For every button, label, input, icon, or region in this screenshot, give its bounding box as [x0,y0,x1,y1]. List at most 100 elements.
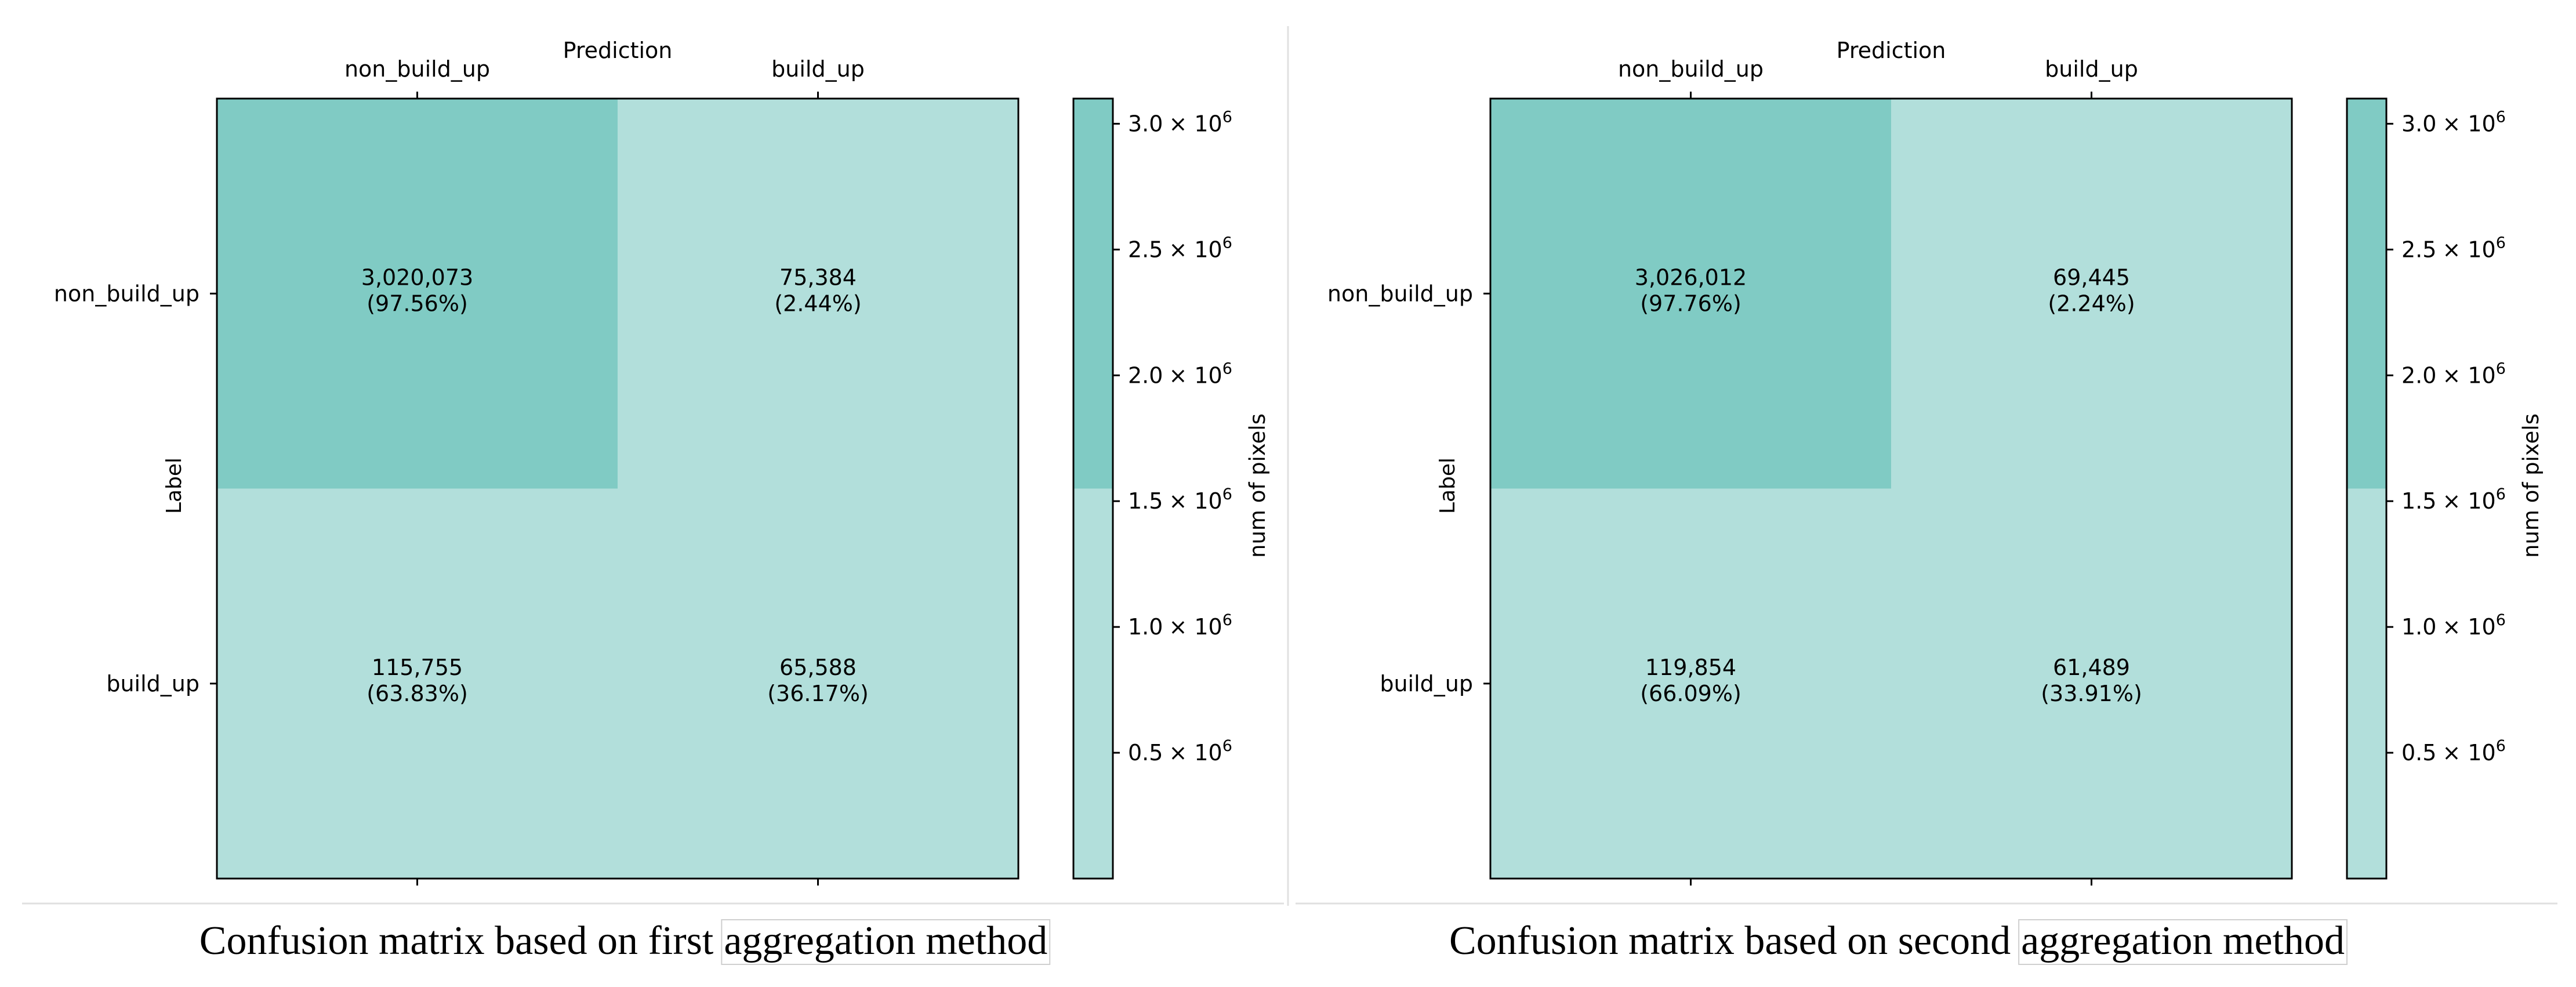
colorbar-tick-label: 2.0 × 106 [2401,360,2506,388]
colorbar-tick-exponent: 6 [2496,234,2506,252]
matrix-cell [618,488,1018,879]
colorbar-tick-exponent: 6 [1222,611,1232,629]
cell-count-label: 3,020,073 [361,264,473,290]
colorbar-tick-exponent: 6 [2496,108,2506,126]
matrix-cell [1490,99,1891,489]
colorbar-tick-mantissa: 2.5 [1128,237,1163,262]
matrix-cell [618,99,1018,489]
y-tick-label: build_up [106,671,199,696]
colorbar-tick-mantissa: 1.5 [2401,488,2436,514]
colorbar-tick-label: 0.5 × 106 [2401,737,2506,765]
figure-caption: Confusion matrix based on first aggregati… [199,919,1047,963]
colorbar-tick-base: × 10 [2442,740,2495,765]
cell-count-label: 69,445 [2053,264,2130,290]
y-axis-title: Label [1436,458,1460,514]
cell-count-label: 3,026,012 [1635,264,1747,290]
colorbar-tick-base: × 10 [1169,362,1222,388]
colorbar-tick-mantissa: 0.5 [1128,740,1163,765]
x-tick-label: non_build_up [1618,56,1764,82]
matrix-cell [217,488,618,879]
cell-percent-label: (36.17%) [767,681,869,706]
cell-percent-label: (97.56%) [367,291,468,316]
colorbar-frame [2346,97,2388,880]
colorbar-tick-mantissa: 2.5 [2401,237,2436,262]
colorbar-tick-exponent: 6 [2496,611,2506,629]
colorbar-tick-mantissa: 1.0 [1128,614,1163,640]
cell-percent-label: (63.83%) [367,681,468,706]
colorbar-label: num of pixels [1245,413,1270,558]
caption-text: Confusion matrix based on first [199,919,714,963]
cell-percent-label: (2.44%) [774,291,861,316]
cell-count-label: 65,588 [779,655,857,680]
cell-count-label: 75,384 [779,264,857,290]
cell-percent-label: (33.91%) [2041,681,2142,706]
colorbar-tick-base: × 10 [2442,488,2495,514]
colorbar-tick-base: × 10 [1169,111,1222,136]
caption-highlight-box [2018,919,2348,965]
y-tick-label: build_up [1380,671,1473,696]
colorbar-tick-label: 2.5 × 106 [1128,234,1232,262]
x-tick-label: non_build_up [344,56,490,82]
colorbar-tick-exponent: 6 [1222,108,1232,126]
cell-percent-label: (2.24%) [2048,291,2135,316]
figure-caption: Confusion matrix based on second aggregat… [1449,919,2345,963]
colorbar-tick-label: 1.0 × 106 [1128,611,1232,640]
cell-count-label: 119,854 [1645,655,1736,680]
colorbar-tick-base: × 10 [2442,111,2495,136]
colorbar-tick-base: × 10 [1169,740,1222,765]
colorbar-frame [1072,97,1114,880]
colorbar-tick-base: × 10 [1169,488,1222,514]
matrix-cell [1490,488,1891,879]
matrix-frame [216,97,1019,880]
colorbar-tick-label: 1.5 × 106 [1128,485,1232,514]
caption-text: Confusion matrix based on second [1449,919,2011,963]
cell-percent-label: (97.76%) [1640,291,1741,316]
caption-highlight-box [721,919,1051,965]
colorbar-tick-label: 1.5 × 106 [2401,485,2506,514]
matrix-cell [1891,99,2292,489]
caption-highlight: aggregation method [2021,919,2345,963]
colorbar-tick-label: 3.0 × 106 [1128,108,1232,136]
cell-count-label: 115,755 [372,655,463,680]
colorbar-segment-high [1073,99,1113,489]
matrix-cell [217,99,618,489]
matrix-cell [1891,488,2292,879]
colorbar-segment-high [2347,99,2386,489]
matrix-frame [1489,97,2293,880]
colorbar-tick-exponent: 6 [1222,360,1232,378]
cell-count-label: 61,489 [2053,655,2130,680]
colorbar-tick-exponent: 6 [2496,485,2506,503]
y-axis-title: Label [162,458,186,514]
colorbar-tick-label: 2.0 × 106 [1128,360,1232,388]
colorbar-tick-label: 3.0 × 106 [2401,108,2506,136]
colorbar-tick-exponent: 6 [2496,360,2506,378]
colorbar-tick-mantissa: 1.5 [1128,488,1163,514]
colorbar-tick-exponent: 6 [2496,737,2506,755]
x-tick-label: build_up [771,56,865,82]
caption-highlight: aggregation method [724,919,1047,963]
colorbar-tick-mantissa: 3.0 [1128,111,1163,136]
colorbar-tick-label: 1.0 × 106 [2401,611,2506,640]
confusion-matrix-panel-1: 3,020,073(97.56%) 75,384(2.44%) 115,755(63… [22,38,1284,965]
colorbar-tick-base: × 10 [2442,362,2495,388]
colorbar-tick-exponent: 6 [1222,234,1232,252]
colorbar-tick-mantissa: 2.0 [2401,362,2436,388]
x-axis-title: Prediction [1837,38,1946,63]
colorbar-tick-label: 0.5 × 106 [1128,737,1232,765]
colorbar-segment-low [1073,488,1113,879]
colorbar-tick-mantissa: 1.0 [2401,614,2436,640]
colorbar-tick-base: × 10 [1169,614,1222,640]
colorbar-tick-exponent: 6 [1222,737,1232,755]
colorbar-tick-exponent: 6 [1222,485,1232,503]
colorbar-tick-mantissa: 3.0 [2401,111,2436,136]
y-tick-label: non_build_up [1327,281,1473,306]
confusion-matrix-panel-2: 3,026,012(97.76%) 69,445(2.24%) 119,854(66… [1296,38,2557,965]
x-tick-label: build_up [2045,56,2138,82]
colorbar-label: num of pixels [2519,413,2544,558]
colorbar-tick-base: × 10 [1169,237,1222,262]
colorbar-tick-base: × 10 [2442,614,2495,640]
colorbar-tick-label: 2.5 × 106 [2401,234,2506,262]
colorbar-tick-mantissa: 2.0 [1128,362,1163,388]
cell-percent-label: (66.09%) [1640,681,1741,706]
